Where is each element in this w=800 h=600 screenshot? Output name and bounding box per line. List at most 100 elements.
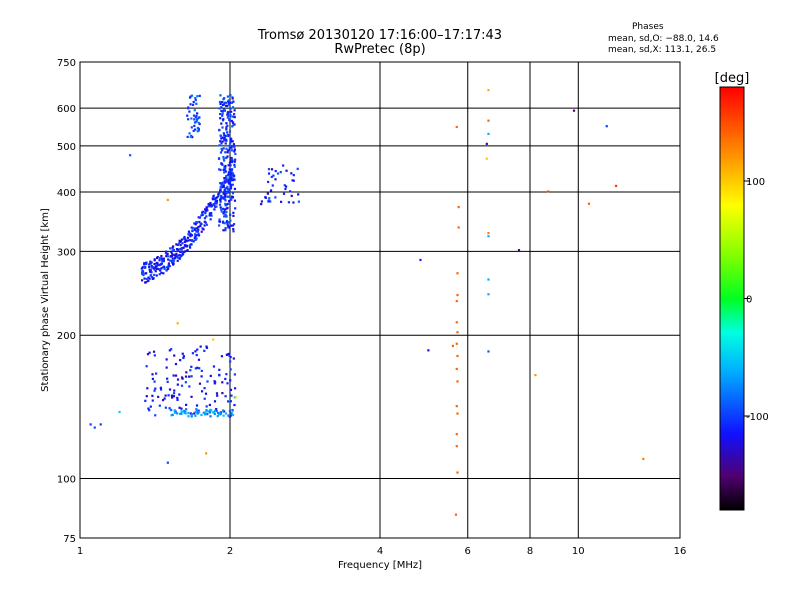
data-point	[158, 404, 161, 407]
data-point	[231, 115, 235, 118]
data-point	[208, 411, 212, 414]
data-point	[195, 408, 198, 411]
data-point	[230, 412, 233, 415]
data-point	[222, 212, 225, 215]
data-point	[455, 321, 458, 324]
data-point	[143, 262, 146, 265]
data-point	[233, 150, 236, 153]
data-point	[191, 352, 195, 355]
data-point	[195, 120, 198, 123]
data-point	[195, 237, 198, 240]
data-point	[154, 414, 157, 417]
data-point	[227, 226, 230, 229]
data-point	[198, 367, 201, 370]
data-point	[212, 338, 215, 341]
data-point	[167, 265, 170, 268]
data-point	[221, 140, 224, 143]
data-point	[456, 272, 459, 275]
data-point	[188, 96, 192, 99]
data-point	[267, 168, 271, 171]
data-point	[195, 353, 198, 357]
y-axis-ticks: 75 100 200 300 400 500 600 750	[57, 58, 76, 545]
data-point	[220, 210, 223, 213]
data-point	[216, 195, 219, 199]
data-point	[517, 249, 521, 252]
data-point	[160, 262, 163, 266]
data-point	[174, 374, 178, 377]
data-point	[219, 411, 222, 414]
data-point	[203, 224, 206, 227]
data-point	[172, 259, 176, 262]
data-point	[186, 239, 190, 242]
data-point	[230, 160, 233, 164]
data-point	[225, 101, 228, 104]
data-point	[227, 202, 230, 205]
data-point	[197, 228, 200, 231]
data-point	[171, 246, 174, 249]
data-point	[189, 95, 192, 98]
data-point	[485, 157, 488, 160]
data-point	[225, 134, 229, 137]
data-point	[222, 118, 225, 121]
data-point	[213, 208, 216, 211]
y-tick-label: 100	[57, 475, 76, 486]
data-point	[179, 358, 182, 362]
data-point	[218, 144, 221, 147]
data-point	[162, 272, 165, 275]
data-point	[233, 373, 236, 376]
data-point	[156, 255, 159, 259]
data-point	[219, 94, 222, 97]
data-point	[221, 381, 224, 384]
data-point	[229, 101, 233, 104]
data-point	[233, 178, 236, 181]
data-point	[202, 210, 205, 213]
data-point	[231, 96, 234, 99]
data-point	[185, 371, 188, 374]
data-point	[216, 414, 219, 418]
data-point	[190, 395, 193, 398]
data-point	[180, 247, 184, 251]
data-point	[209, 415, 212, 418]
data-point	[217, 224, 221, 227]
data-point	[213, 198, 217, 201]
data-point	[153, 262, 156, 266]
data-point	[225, 177, 228, 180]
data-point	[226, 185, 229, 188]
data-point	[164, 406, 167, 409]
data-point	[143, 277, 146, 280]
plot-frame	[79, 61, 681, 539]
data-point	[227, 173, 230, 176]
data-point	[154, 387, 157, 390]
stats-heading: Phases	[632, 22, 664, 32]
data-point	[221, 114, 224, 117]
data-point	[148, 351, 151, 354]
data-point	[182, 246, 185, 250]
data-point	[155, 274, 158, 277]
data-point	[274, 178, 277, 181]
data-point	[222, 197, 225, 200]
data-point	[186, 114, 189, 117]
data-point	[456, 331, 459, 334]
data-point	[185, 244, 189, 248]
data-point	[200, 375, 203, 378]
x-tick-label: 1	[77, 546, 83, 557]
data-point	[297, 193, 300, 196]
data-point	[180, 238, 183, 241]
data-point	[228, 168, 231, 171]
data-point	[487, 231, 490, 235]
data-point	[168, 407, 171, 410]
data-point	[172, 395, 176, 398]
data-point	[225, 174, 228, 178]
data-point	[218, 100, 222, 104]
data-point	[456, 412, 459, 415]
data-point	[170, 252, 174, 255]
data-point	[231, 172, 235, 175]
data-point	[173, 409, 176, 412]
data-point	[221, 392, 224, 395]
data-point	[224, 142, 227, 145]
data-point	[228, 144, 231, 147]
data-point	[189, 232, 192, 236]
data-point	[218, 192, 221, 195]
data-point	[197, 409, 200, 412]
data-point	[195, 118, 199, 121]
